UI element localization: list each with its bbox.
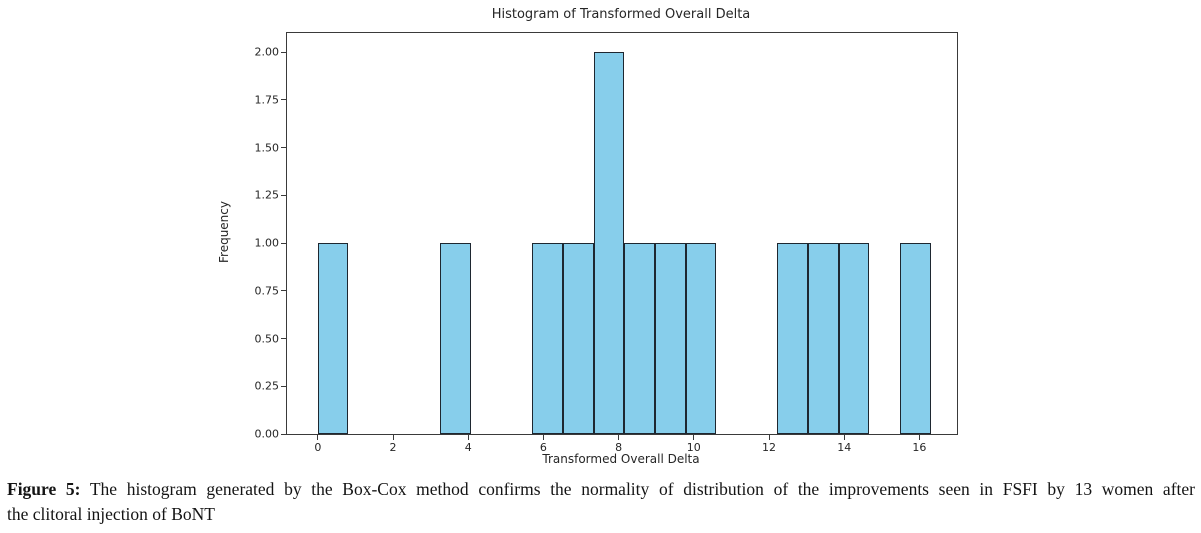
x-tick-mark <box>618 435 620 440</box>
x-tick-mark <box>918 435 920 440</box>
histogram-bar <box>808 243 839 434</box>
histogram-bar <box>777 243 809 434</box>
x-tick-label: 2 <box>389 441 397 454</box>
histogram-bar <box>317 243 349 434</box>
figure-caption-label: Figure 5: <box>7 479 81 499</box>
x-tick-mark <box>768 435 770 440</box>
y-tick-label: 0.50 <box>254 332 280 346</box>
histogram-bar <box>562 243 594 434</box>
x-tick-label: 10 <box>686 441 701 454</box>
histogram-bar <box>593 52 625 434</box>
x-tick-mark <box>467 435 469 440</box>
x-tick-label: 0 <box>314 441 322 454</box>
x-tick-label: 6 <box>539 441 547 454</box>
y-tick-mark <box>281 338 286 340</box>
y-tick-mark <box>281 242 286 244</box>
plot-area: 0 2 4 6 8 10 12 14 16 0.00 0.25 0.50 0.75 1.00 1.25 1.5… <box>255 32 958 454</box>
y-tick-mark <box>281 99 286 101</box>
y-tick-mark <box>281 194 286 196</box>
histogram-bar <box>654 243 686 434</box>
y-tick-mark <box>281 290 286 292</box>
figure-caption-line-1: Figure 5: The histogram generated by the… <box>7 477 1195 502</box>
y-tick-label: 1.75 <box>254 93 280 107</box>
y-tick-mark <box>281 147 286 149</box>
y-tick-mark <box>281 51 286 53</box>
y-tick-label: 0.00 <box>254 427 280 441</box>
x-tick-mark <box>693 435 695 440</box>
figure-caption-line-2: the clitoral injection of BoNT <box>7 504 216 524</box>
histogram-bar <box>685 243 717 434</box>
x-axis-label: Transformed Overall Delta <box>542 452 700 466</box>
x-tick-mark <box>542 435 544 440</box>
histogram-bar <box>838 243 870 434</box>
y-tick-label: 0.25 <box>254 379 280 393</box>
x-tick-mark <box>392 435 394 440</box>
y-tick-label: 1.50 <box>254 141 280 155</box>
figure-caption: Figure 5: The histogram generated by the… <box>7 477 1195 527</box>
histogram-bar <box>532 243 563 434</box>
histogram-bar <box>440 243 472 434</box>
histogram-bar <box>624 243 655 434</box>
x-tick-mark <box>317 435 319 440</box>
y-tick-label: 1.25 <box>254 188 280 202</box>
y-tick-label: 1.00 <box>254 236 280 250</box>
x-tick-label: 12 <box>762 441 776 454</box>
y-tick-label: 0.75 <box>254 284 280 298</box>
x-tick-label: 8 <box>615 441 623 454</box>
y-tick-mark <box>281 433 286 435</box>
y-tick-label: 2.00 <box>254 45 280 59</box>
y-tick-mark <box>281 385 286 387</box>
chart-title: Histogram of Transformed Overall Delta <box>491 7 751 22</box>
y-axis-label: Frequency <box>217 201 231 263</box>
histogram-bar <box>900 243 931 434</box>
x-tick-label: 16 <box>912 441 927 454</box>
x-tick-label: 4 <box>464 441 472 454</box>
x-tick-label: 14 <box>837 441 852 454</box>
x-tick-mark <box>843 435 845 440</box>
figure-caption-text: The histogram generated by the Box-Cox m… <box>80 479 1195 499</box>
